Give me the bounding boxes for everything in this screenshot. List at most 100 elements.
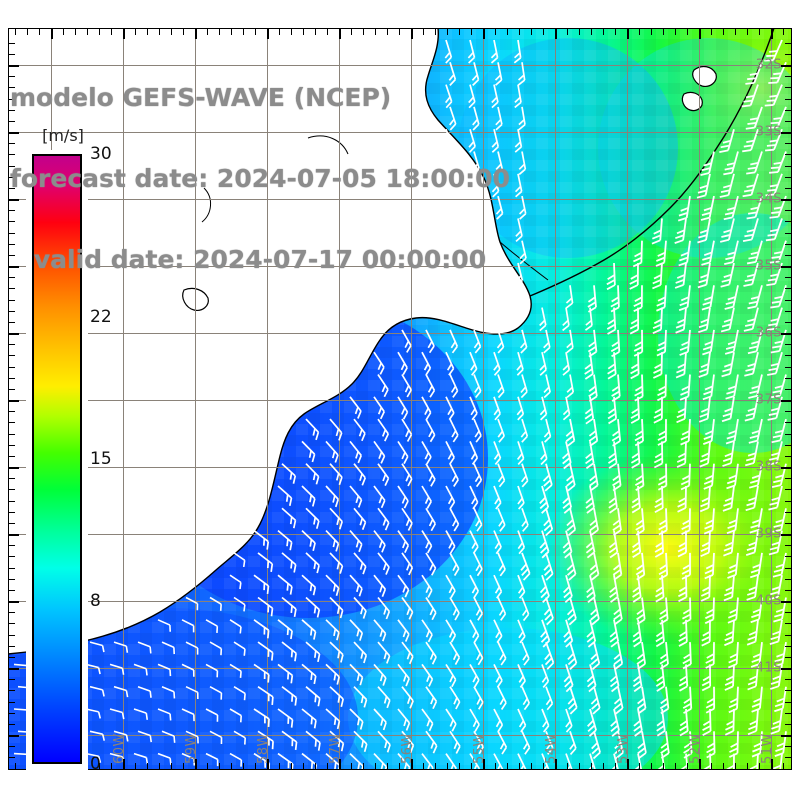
axis-tick-bottom [663,763,664,770]
axis-tick-bottom [183,763,184,770]
axis-tick-bottom [15,763,16,770]
axis-tick-top [459,28,460,35]
axis-tick-right [785,690,792,692]
axis-tick-right [781,65,792,67]
axis-tick-top [687,28,688,35]
axis-tick-top [243,28,244,35]
lat-label-32s: 32S [755,57,782,73]
colorbar-panel: [m/s] 30 22 15 8 0 [14,126,126,778]
axis-tick-bottom [195,759,197,770]
axis-tick-right [785,98,792,100]
axis-tick-top [375,28,376,35]
axis-tick-bottom [591,763,592,770]
colorbar-tick-0: 0 [90,754,101,774]
axis-tick-right [785,511,792,513]
axis-tick-bottom [735,763,736,770]
axis-tick-right [785,355,792,357]
axis-tick-bottom [627,759,629,770]
axis-tick-bottom [327,763,328,770]
axis-tick-right [785,433,792,435]
axis-tick-top [303,28,304,35]
axis-tick-top [699,28,701,39]
axis-tick-left [8,723,15,725]
axis-tick-top [759,28,760,35]
axis-tick-right [781,601,792,603]
axis-tick-right [785,522,792,524]
axis-tick-top [411,28,413,39]
axis-tick-top [651,28,652,35]
axis-tick-left [8,690,15,692]
colorbar-tick-15: 15 [90,449,112,469]
axis-tick-left [8,668,19,670]
axis-tick-bottom [603,763,604,770]
axis-tick-right [785,567,792,569]
axis-tick-left [8,444,15,446]
axis-tick-bottom [255,763,256,770]
axis-tick-left [8,210,15,212]
axis-tick-top [747,28,748,35]
axis-tick-top [555,28,557,39]
lon-label-58w: 58W [256,733,271,764]
lat-label-33s: 33S [755,124,782,140]
axis-tick-top [231,28,232,35]
axis-tick-top [51,28,53,39]
axis-tick-right [785,388,792,390]
lat-label-39s: 39S [755,526,782,542]
axis-tick-right [785,712,792,714]
axis-tick-right [781,132,792,134]
axis-tick-bottom [483,759,485,770]
axis-tick-right [785,455,792,457]
axis-tick-top [99,28,100,35]
axis-tick-top [39,28,40,35]
lon-label-53w: 53W [616,733,631,764]
axis-tick-left [8,221,15,223]
axis-tick-left [8,266,19,268]
axis-tick-left [8,65,19,67]
axis-tick-left [8,120,15,122]
axis-tick-bottom [495,763,496,770]
axis-tick-top [615,28,616,35]
axis-tick-top [171,28,172,35]
axis-tick-bottom [219,763,220,770]
axis-tick-top [579,28,580,35]
axis-tick-right [785,768,792,770]
axis-tick-top [339,28,341,39]
axis-tick-right [781,668,792,670]
axis-tick-bottom [459,763,460,770]
axis-tick-right [785,679,792,681]
axis-tick-bottom [339,759,341,770]
axis-tick-bottom [171,763,172,770]
axis-tick-top [135,28,136,35]
axis-tick-right [785,377,792,379]
axis-tick-bottom [435,763,436,770]
axis-tick-top [255,28,256,35]
axis-tick-right [785,176,792,178]
axis-tick-left [8,143,15,145]
axis-tick-right [785,76,792,78]
axis-tick-top [591,28,592,35]
axis-tick-left [8,288,15,290]
axis-tick-right [785,746,792,748]
axis-tick-bottom [651,763,652,770]
title-forecast-date: forecast date: 2024-07-05 18:00:00 [10,164,510,193]
axis-tick-left [8,243,15,245]
lat-label-35s: 35S [755,258,782,274]
axis-tick-right [785,612,792,614]
axis-tick-right [785,578,792,580]
axis-tick-right [785,221,792,223]
axis-tick-right [785,254,792,256]
axis-tick-top [471,28,472,35]
axis-tick-right [785,165,792,167]
axis-tick-bottom [159,763,160,770]
axis-tick-right [781,266,792,268]
axis-tick-left [8,623,15,625]
axis-tick-bottom [147,763,148,770]
lon-label-57w: 57W [328,733,343,764]
axis-tick-left [8,712,15,714]
axis-tick-left [8,645,15,647]
axis-tick-left [8,310,15,312]
axis-tick-top [639,28,640,35]
lon-label-52w: 52W [688,733,703,764]
axis-tick-bottom [99,763,100,770]
axis-tick-left [8,422,15,424]
